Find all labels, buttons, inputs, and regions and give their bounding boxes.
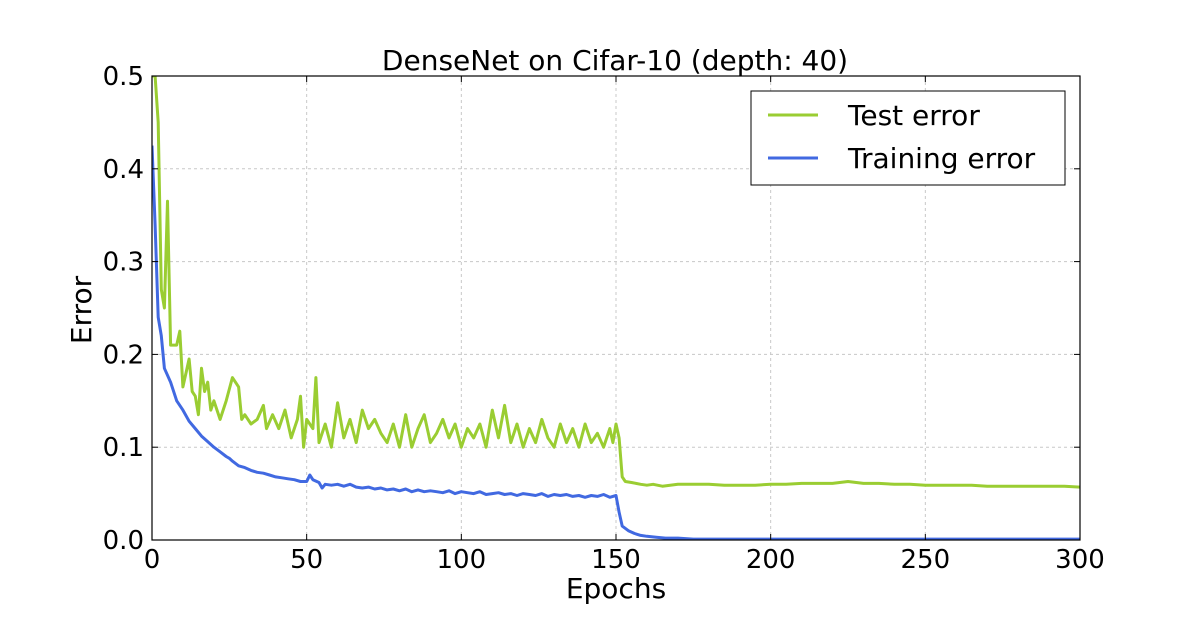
ticks: 0 50 100 150 200 250 300 0.0 0.1 0.2 0.3 0.4 0.5 [103, 62, 1105, 575]
y-tick-label: 0.4 [103, 155, 144, 185]
legend-label-training-error: Training error [847, 142, 1036, 175]
legend: Test error Training error [750, 90, 1066, 186]
chart-title: DenseNet on Cifar-10 (depth: 40) [382, 44, 848, 77]
legend-box [750, 90, 1066, 186]
y-axis-label: Error [65, 275, 98, 344]
y-tick-label: 0.2 [103, 340, 144, 370]
series-line-training-error [152, 145, 1080, 540]
y-tick-label: 0.3 [103, 248, 144, 278]
grid [152, 76, 1080, 540]
x-tick-label: 100 [437, 545, 487, 575]
series-layer [152, 76, 1080, 540]
x-tick-label: 150 [591, 545, 641, 575]
x-tick-label: 0 [144, 545, 161, 575]
x-axis-label: Epochs [566, 572, 666, 605]
x-tick-label: 300 [1055, 545, 1105, 575]
y-tick-label: 0.5 [103, 62, 144, 92]
y-tick-label: 0.0 [103, 526, 144, 556]
x-tick-label: 250 [901, 545, 951, 575]
y-tick-label: 0.1 [103, 433, 144, 463]
x-tick-label: 50 [290, 545, 323, 575]
series-line-test-error [152, 76, 1080, 489]
legend-label-test-error: Test error [847, 99, 980, 132]
x-tick-label: 200 [746, 545, 796, 575]
